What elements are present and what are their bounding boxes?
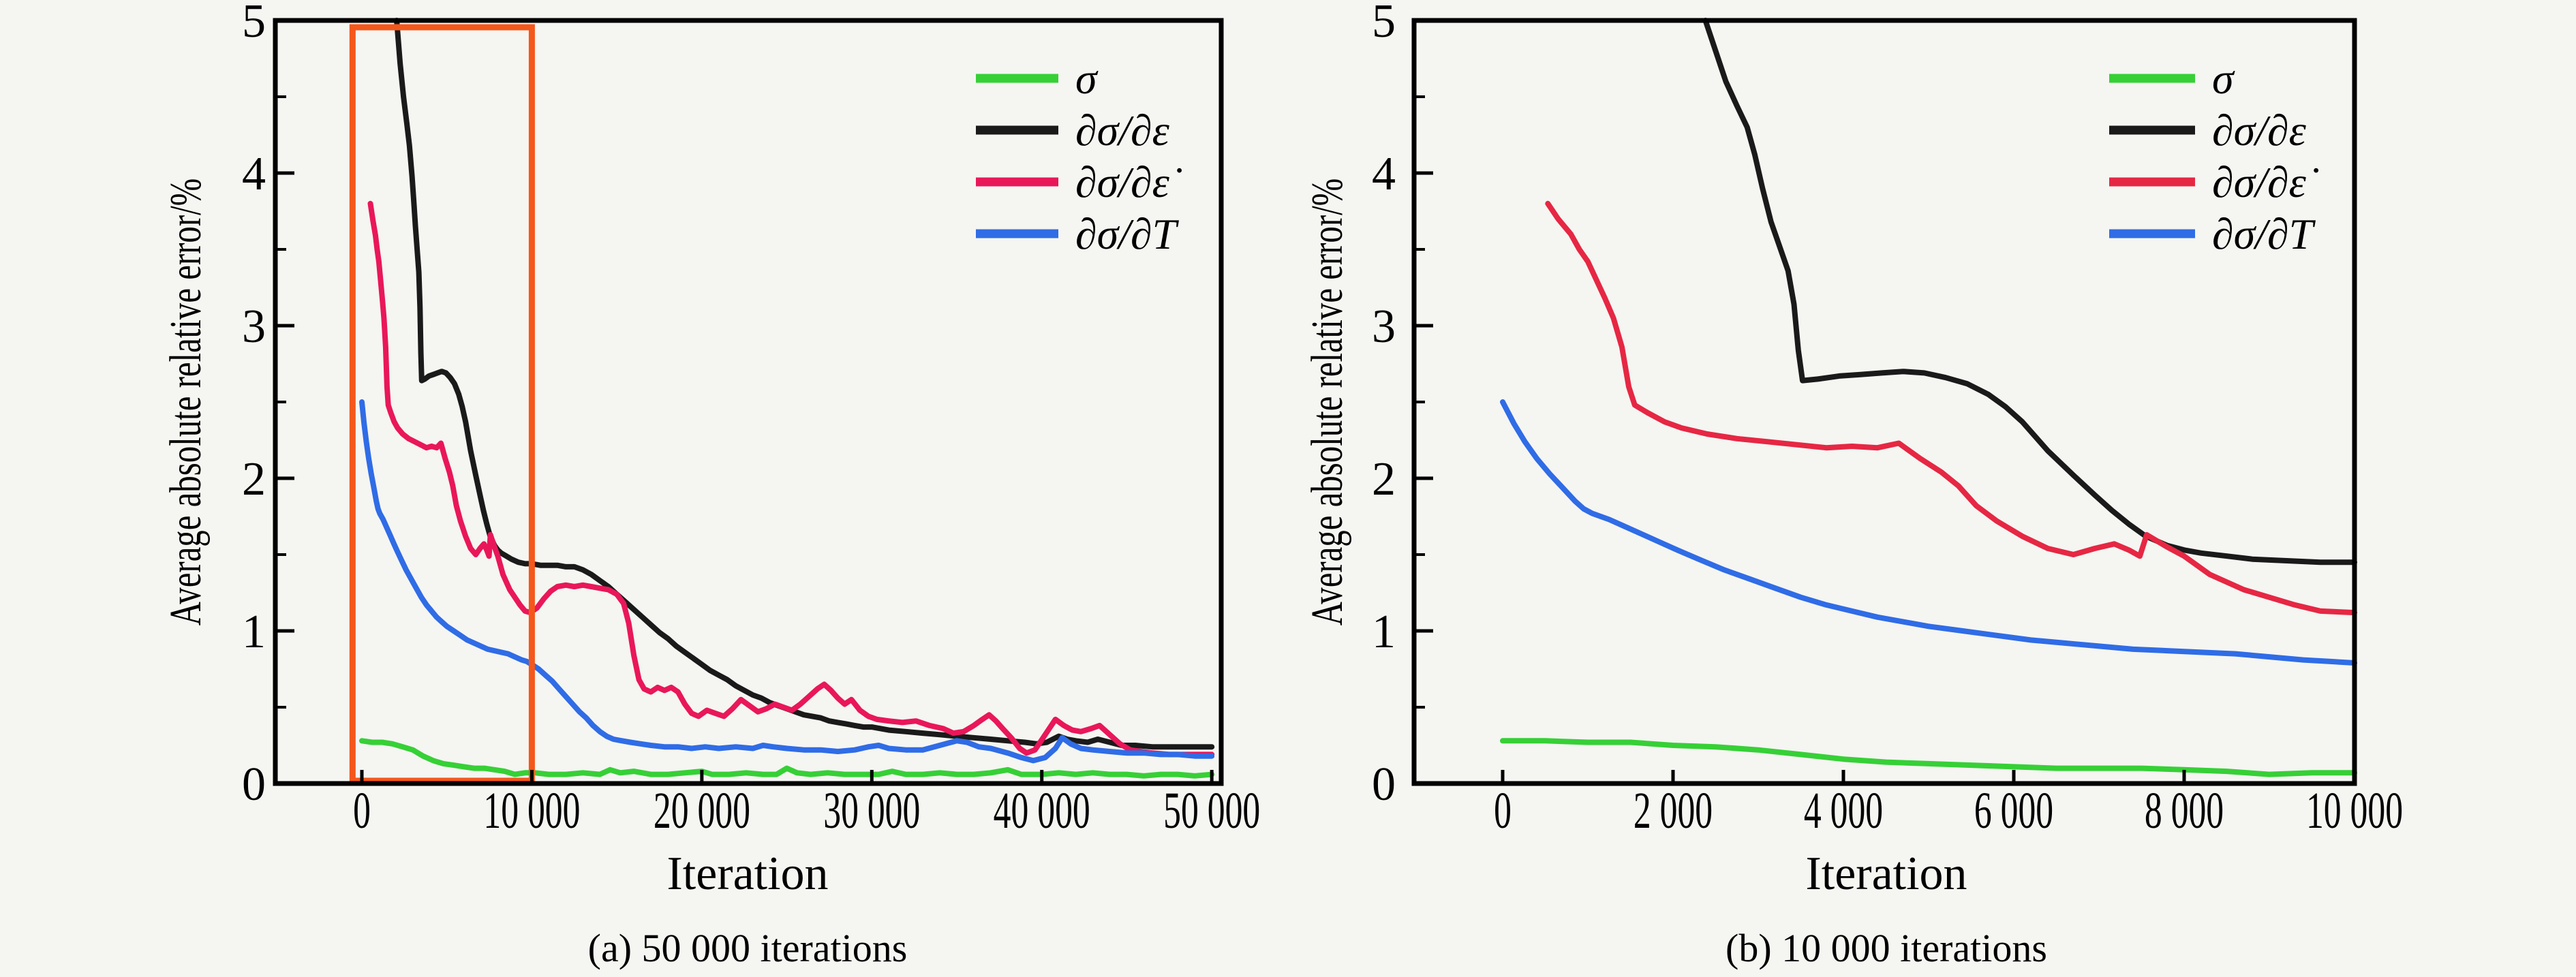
x-tick-label: 50 000 (1163, 782, 1260, 839)
legend-label-b-3: ∂σ/∂T (2212, 210, 2316, 258)
series-line-b-0 (1500, 738, 2357, 777)
y-tick-label: 4 (1372, 148, 1396, 200)
panel-a-xaxis-title: Iteration (666, 848, 829, 900)
x-tick-label: 10 000 (2306, 782, 2403, 839)
panel-a-yaxis-title: Average absolute relative error/% (161, 178, 211, 626)
panel-b-yaxis-title: Average absolute relative error/% (1302, 178, 1352, 626)
y-tick-label: 4 (242, 148, 266, 200)
legend-label-a-2: ∂σ/∂ε̇ (1075, 158, 1182, 206)
panel-b-caption: (b) 10 000 iterations (1726, 926, 2047, 970)
y-tick-label: 5 (1372, 0, 1396, 48)
x-tick-label: 40 000 (994, 782, 1090, 839)
y-tick-label: 2 (242, 453, 266, 506)
series-line-b-3 (1500, 399, 2357, 666)
legend-label-b-0: σ (2212, 55, 2235, 103)
panel-a-caption: (a) 50 000 iterations (587, 926, 908, 970)
series-line-a-2 (367, 200, 1215, 758)
x-tick-label: 0 (1494, 782, 1512, 839)
y-tick-label: 3 (242, 300, 266, 353)
legend-label-a-0: σ (1075, 55, 1099, 103)
series-line-a-3 (359, 399, 1215, 764)
series-line-b-1 (1702, 18, 2357, 565)
y-tick-label: 1 (1372, 606, 1396, 658)
x-tick-label: 4 000 (1804, 782, 1883, 839)
legend-label-a-1: ∂σ/∂ε (1075, 106, 1170, 155)
y-tick-label: 0 (242, 758, 266, 811)
series-line-a-1 (394, 18, 1215, 750)
highlight-rect (349, 24, 535, 784)
y-tick-label: 5 (242, 0, 266, 48)
y-tick-label: 3 (1372, 300, 1396, 353)
x-tick-label: 2 000 (1634, 782, 1713, 839)
legend-label-b-1: ∂σ/∂ε (2212, 106, 2307, 155)
legend-label-b-2: ∂σ/∂ε̇ (2212, 158, 2319, 206)
x-tick-label: 6 000 (1974, 782, 2053, 839)
x-tick-label: 8 000 (2145, 782, 2224, 839)
x-tick-label: 0 (353, 782, 371, 839)
x-tick-label: 30 000 (823, 782, 920, 839)
panel-b-xaxis-title: Iteration (1805, 848, 1967, 900)
x-tick-label: 10 000 (483, 782, 580, 839)
series-line-b-2 (1545, 200, 2357, 616)
legend-label-a-3: ∂σ/∂T (1075, 210, 1180, 258)
x-tick-label: 20 000 (654, 782, 750, 839)
y-tick-label: 2 (1372, 453, 1396, 506)
y-tick-label: 0 (1372, 758, 1396, 811)
y-tick-label: 1 (242, 606, 266, 658)
